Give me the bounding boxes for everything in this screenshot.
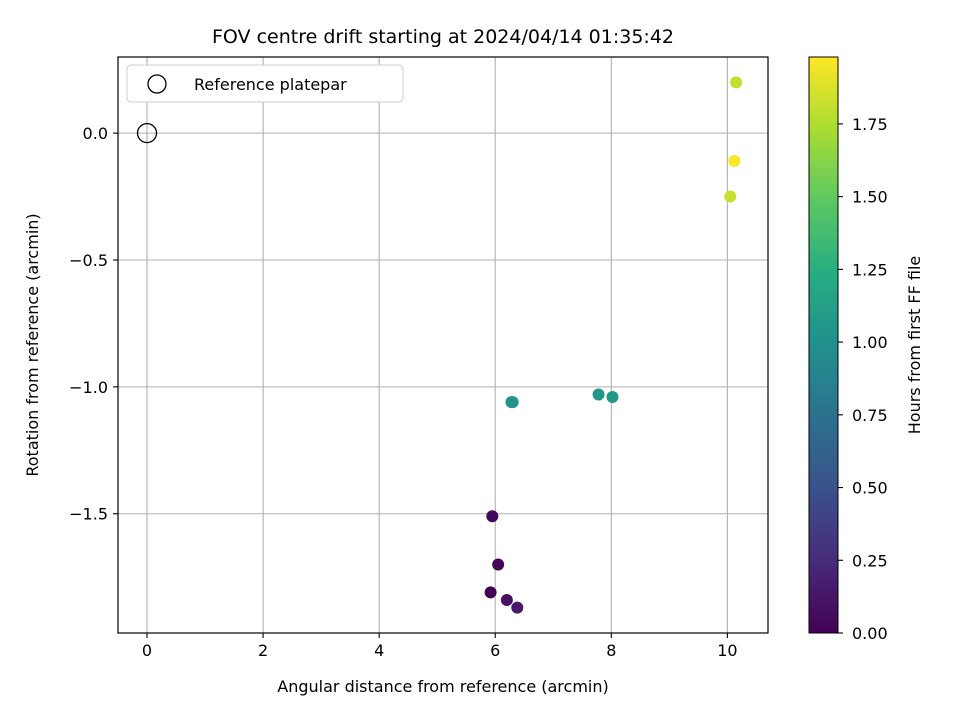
scatter-point	[730, 76, 743, 89]
grid	[118, 57, 768, 633]
scatter-point	[606, 391, 619, 404]
colorbar-ticks: 0.00 0.25 0.50 0.75 1.00 1.25 1.50 1.75	[838, 115, 888, 643]
legend: Reference platepar	[126, 64, 404, 103]
legend-marker-open-circle	[147, 74, 167, 94]
scatter-point	[506, 396, 519, 409]
y-tick-label: −1.5	[69, 505, 108, 524]
colorbar	[808, 56, 839, 634]
plot-frame	[117, 56, 769, 634]
y-axis: 0.0 −0.5 −1.0 −1.5	[69, 124, 118, 524]
colorbar-tick-label: 1.25	[852, 260, 888, 279]
y-tick-label: −1.0	[69, 378, 108, 397]
scatter-point	[486, 510, 499, 523]
x-tick-label: 10	[717, 641, 737, 660]
chart-title: FOV centre drift starting at 2024/04/14 …	[212, 26, 674, 48]
colorbar-tick-label: 0.25	[852, 551, 888, 570]
colorbar-label: Hours from first FF file	[905, 256, 924, 435]
scatter-point	[500, 594, 513, 607]
colorbar-tick-label: 1.50	[852, 188, 888, 207]
legend-label: Reference platepar	[194, 75, 347, 94]
scatter-point	[492, 558, 505, 571]
x-tick-label: 2	[258, 641, 268, 660]
y-axis-label: Rotation from reference (arcmin)	[23, 213, 42, 476]
scatter-point	[484, 586, 497, 599]
reference-platepar-point	[136, 122, 158, 144]
plot-area	[118, 57, 768, 633]
scatter-point	[511, 601, 524, 614]
scatter-points	[136, 76, 743, 614]
legend-box	[126, 64, 404, 103]
x-tick-label: 4	[374, 641, 384, 660]
x-tick-label: 6	[490, 641, 500, 660]
colorbar-tick-label: 1.00	[852, 333, 888, 352]
x-axis: 0 2 4 6 8 10	[142, 633, 738, 660]
x-tick-label: 0	[142, 641, 152, 660]
x-tick-label: 8	[606, 641, 616, 660]
colorbar-tick-label: 1.75	[852, 115, 888, 134]
y-tick-label: −0.5	[69, 251, 108, 270]
colorbar-tick-label: 0.50	[852, 479, 888, 498]
scatter-point	[728, 155, 741, 168]
colorbar-tick-label: 0.75	[852, 406, 888, 425]
colorbar-tick-label: 0.00	[852, 624, 888, 643]
scatter-point	[592, 388, 605, 401]
y-tick-label: 0.0	[83, 124, 108, 143]
scatter-point	[724, 190, 737, 203]
x-axis-label: Angular distance from reference (arcmin)	[277, 677, 608, 696]
